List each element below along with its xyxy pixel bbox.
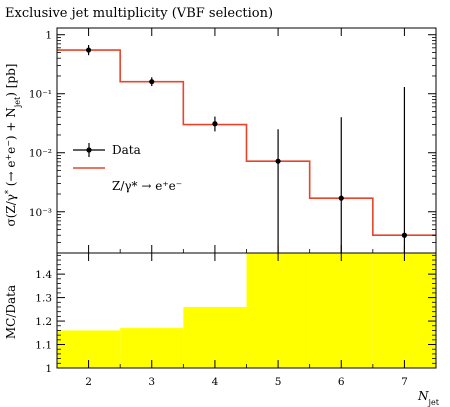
data-point xyxy=(401,232,408,238)
chart-title: Exclusive jet multiplicity (VBF selectio… xyxy=(5,6,273,21)
data-point xyxy=(212,121,218,127)
y-tick-label: 10⁻² xyxy=(29,148,52,160)
ratio-band-bin xyxy=(246,253,310,368)
ratio-y-tick-label: 1.2 xyxy=(35,316,52,328)
y-tick-label: 10⁻¹ xyxy=(29,89,52,101)
ratio-panel: 2 3 4 5 6 7 1 1.1 1.2 1.3 1.4 xyxy=(35,252,437,388)
x-axis-label: Njet xyxy=(417,389,440,407)
ratio-band-bin xyxy=(183,306,247,368)
ratio-band-bin xyxy=(309,253,373,368)
x-tick-label: 4 xyxy=(212,376,219,388)
x-tick-label: 6 xyxy=(338,376,345,388)
legend-mc-label: Z/γ* → e⁺e⁻ xyxy=(112,179,182,193)
main-panel: 1 10⁻¹ 10⁻² 10⁻³ Data Z/γ* → e⁺e⁻ xyxy=(29,27,437,254)
y-axis-label-ratio: MC/Data xyxy=(4,285,18,339)
y-tick-label: 1 xyxy=(45,30,52,42)
legend-data-marker xyxy=(86,147,92,153)
ratio-y-tick-label: 1.3 xyxy=(35,293,52,305)
mc-step-line xyxy=(57,49,436,237)
x-tick-label: 7 xyxy=(401,376,408,388)
ratio-y-tick-label: 1.1 xyxy=(35,340,52,352)
data-point xyxy=(275,158,281,164)
ratio-y-tick-label: 1.4 xyxy=(35,269,52,281)
data-point xyxy=(338,195,344,201)
data-point xyxy=(149,79,155,85)
legend: Data Z/γ* → e⁺e⁻ xyxy=(73,143,182,193)
x-tick-label: 2 xyxy=(85,376,92,388)
y-tick-label: 10⁻³ xyxy=(29,207,52,219)
legend-data-label: Data xyxy=(112,143,141,157)
ratio-band-bin xyxy=(372,253,436,368)
ratio-y-tick-label: 1 xyxy=(45,363,52,375)
data-point xyxy=(85,47,92,53)
x-tick-label: 5 xyxy=(275,376,282,388)
y-axis-label-main: σ(Z/γ* (→ e+e−) + Njet) [pb] xyxy=(4,64,22,227)
x-tick-label: 3 xyxy=(148,376,155,388)
